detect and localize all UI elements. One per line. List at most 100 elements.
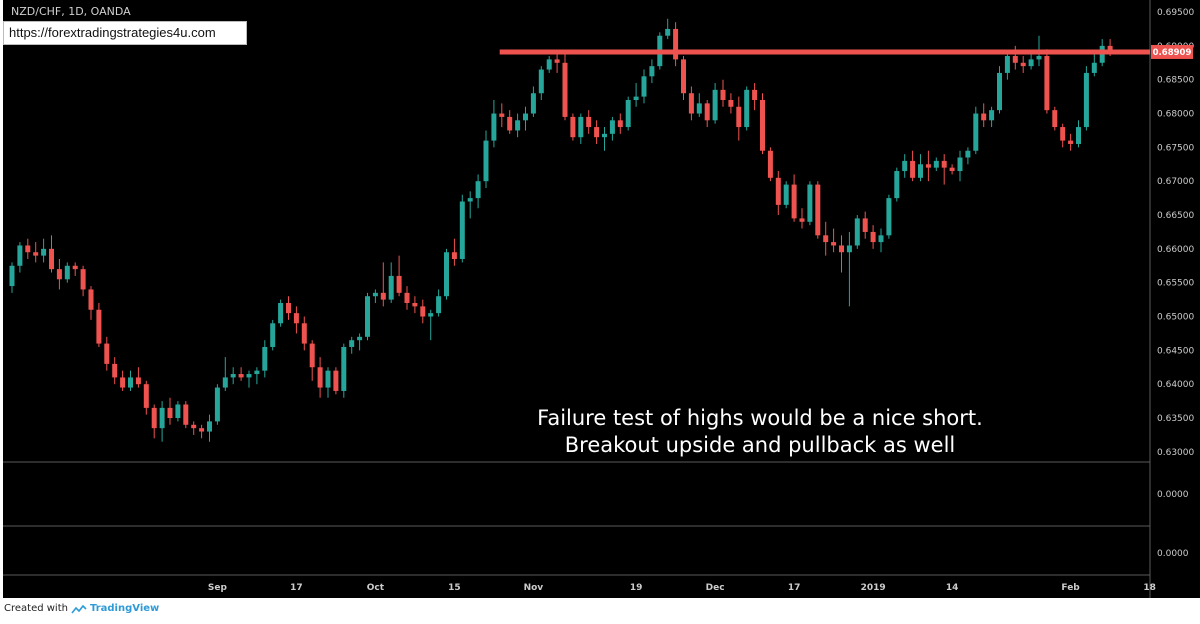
candle-body[interactable] (1028, 59, 1034, 67)
candle-body[interactable] (1060, 127, 1066, 141)
candle-body[interactable] (720, 89, 726, 100)
candle-body[interactable] (64, 265, 70, 280)
candle-body[interactable] (349, 340, 355, 347)
candle-body[interactable] (1052, 110, 1058, 128)
candle-body[interactable] (728, 99, 734, 107)
candle-body[interactable] (1020, 62, 1026, 67)
candle-body[interactable] (41, 248, 47, 256)
candlestick-chart[interactable]: 0.695000.690000.685000.680000.675000.670… (0, 0, 1200, 598)
candle-body[interactable] (688, 93, 694, 114)
candle-body[interactable] (451, 252, 457, 260)
candle-body[interactable] (72, 265, 78, 270)
candle-body[interactable] (1004, 56, 1010, 73)
candle-body[interactable] (491, 113, 497, 141)
candle-body[interactable] (372, 292, 378, 297)
candle-body[interactable] (128, 377, 133, 388)
candle-body[interactable] (214, 387, 220, 422)
candle-body[interactable] (1107, 45, 1113, 52)
candle-body[interactable] (1012, 56, 1018, 63)
candle-body[interactable] (925, 164, 931, 168)
candle-body[interactable] (775, 177, 781, 205)
candle-body[interactable] (894, 171, 900, 199)
candle-body[interactable] (625, 99, 631, 128)
candle-body[interactable] (981, 113, 987, 121)
candle-body[interactable] (301, 323, 307, 344)
candle-body[interactable] (151, 407, 157, 429)
candle-body[interactable] (918, 164, 923, 178)
candle-body[interactable] (112, 363, 118, 378)
candle-body[interactable] (1083, 72, 1089, 128)
candle-body[interactable] (1076, 127, 1081, 144)
candle-body[interactable] (428, 313, 434, 317)
candle-body[interactable] (191, 424, 197, 429)
candle-body[interactable] (159, 407, 165, 429)
candle-body[interactable] (143, 384, 149, 408)
candle-body[interactable] (293, 313, 299, 324)
candle-body[interactable] (696, 103, 702, 114)
candle-body[interactable] (530, 93, 536, 114)
candle-body[interactable] (499, 113, 505, 117)
candle-body[interactable] (570, 116, 576, 138)
candle-body[interactable] (989, 110, 995, 121)
candle-body[interactable] (831, 242, 837, 246)
candle-body[interactable] (420, 306, 426, 317)
candle-body[interactable] (246, 374, 252, 378)
candle-body[interactable] (965, 150, 971, 158)
candle-body[interactable] (886, 198, 892, 236)
candle-body[interactable] (933, 160, 939, 168)
candle-body[interactable] (973, 113, 979, 151)
candle-body[interactable] (594, 127, 600, 138)
candle-body[interactable] (183, 404, 189, 425)
candle-body[interactable] (444, 252, 449, 297)
candle-body[interactable] (1044, 56, 1050, 111)
candle-body[interactable] (33, 252, 39, 256)
candle-body[interactable] (341, 346, 347, 391)
candle-body[interactable] (199, 428, 205, 432)
candle-body[interactable] (767, 150, 773, 178)
tradingview-brand[interactable]: TradingView (89, 603, 160, 614)
candle-body[interactable] (815, 184, 821, 236)
candle-body[interactable] (744, 89, 750, 128)
candle-body[interactable] (997, 72, 1002, 111)
candle-body[interactable] (262, 346, 268, 371)
candle-body[interactable] (846, 245, 852, 253)
candle-body[interactable] (760, 99, 765, 151)
candle-body[interactable] (862, 218, 868, 232)
candle-body[interactable] (80, 269, 86, 290)
candle-body[interactable] (736, 106, 742, 128)
candle-body[interactable] (902, 160, 908, 172)
candle-body[interactable] (317, 367, 323, 388)
candle-body[interactable] (17, 245, 23, 266)
candle-body[interactable] (878, 235, 884, 243)
candle-body[interactable] (546, 59, 552, 70)
candle-body[interactable] (396, 275, 402, 293)
candle-body[interactable] (1036, 56, 1042, 60)
candle-body[interactable] (704, 103, 710, 121)
candle-body[interactable] (483, 140, 489, 182)
candle-body[interactable] (941, 160, 947, 168)
candle-body[interactable] (388, 275, 394, 300)
candle-body[interactable] (609, 120, 615, 134)
candle-body[interactable] (910, 160, 916, 178)
candle-body[interactable] (25, 245, 31, 253)
candle-body[interactable] (254, 370, 260, 375)
candle-body[interactable] (823, 235, 829, 243)
candle-body[interactable] (325, 370, 331, 388)
candle-body[interactable] (56, 269, 62, 280)
candle-body[interactable] (633, 96, 639, 100)
candle-body[interactable] (207, 421, 212, 432)
candle-body[interactable] (641, 76, 647, 97)
candle-body[interactable] (412, 302, 418, 307)
candle-body[interactable] (870, 231, 876, 243)
candle-body[interactable] (467, 198, 473, 202)
candle-body[interactable] (665, 28, 671, 36)
candle-body[interactable] (523, 113, 528, 121)
candle-body[interactable] (562, 62, 568, 117)
candle-body[interactable] (681, 59, 686, 94)
candle-body[interactable] (333, 370, 339, 391)
candle-body[interactable] (230, 374, 236, 378)
candle-body[interactable] (9, 265, 15, 287)
candle-body[interactable] (807, 184, 813, 222)
candle-body[interactable] (238, 374, 244, 378)
candle-body[interactable] (459, 201, 465, 260)
